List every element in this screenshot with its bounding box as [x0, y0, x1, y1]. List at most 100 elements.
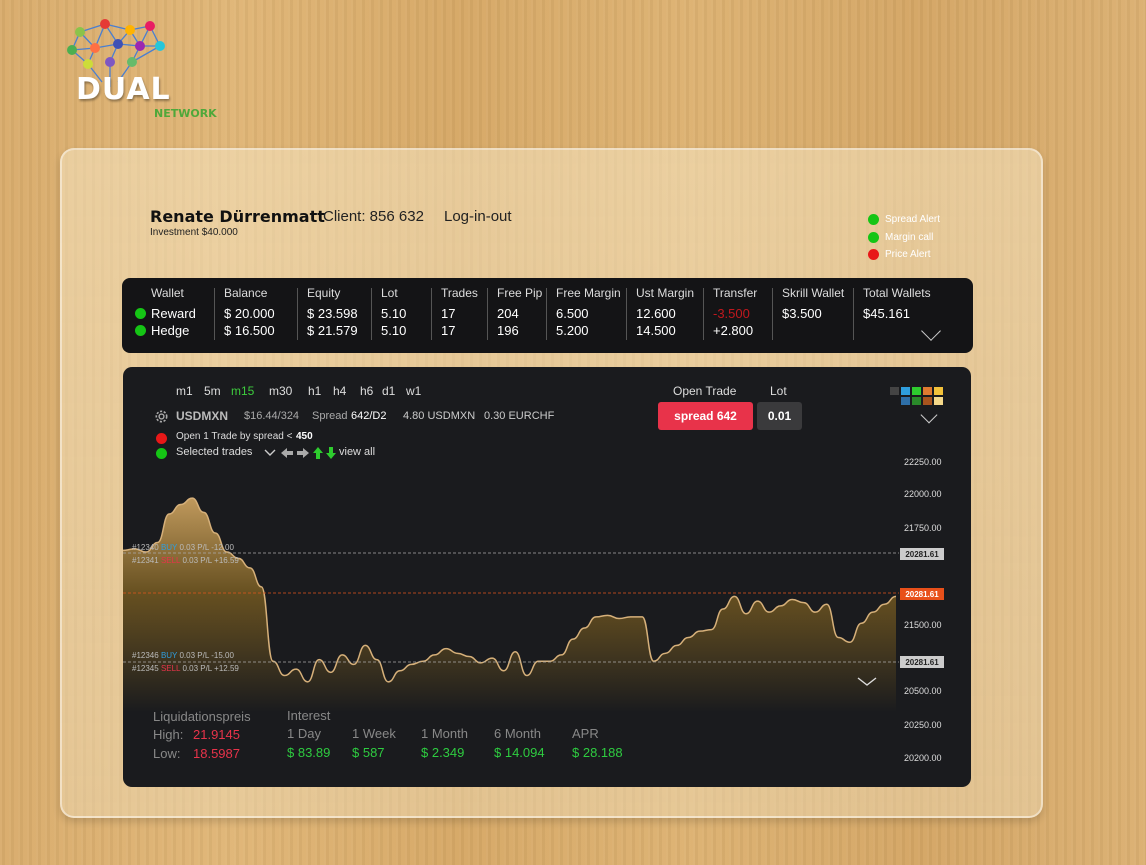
trade-label-12341[interactable]: #12341 SELL 0.03 P/L +16.59: [132, 556, 239, 565]
alert-spread[interactable]: Spread Alert: [868, 211, 940, 229]
period-label-apr: APR: [572, 726, 599, 741]
price-area: [123, 498, 896, 712]
column-divider: [772, 288, 773, 340]
price-line: [123, 497, 897, 683]
period-value-1-month: $ 2.349: [421, 745, 465, 760]
gear-icon[interactable]: [153, 408, 170, 425]
trade-rule-text: Open 1 Trade by spread <: [176, 431, 293, 442]
period-label-1-month: 1 Month: [421, 726, 468, 741]
chevron-down-icon[interactable]: [856, 676, 878, 688]
timeframe-h1[interactable]: h1: [308, 384, 322, 398]
reward-ust-margin: 12.600: [636, 306, 676, 321]
wallet-name-reward[interactable]: Reward: [151, 306, 196, 321]
alert-price[interactable]: Price Alert: [868, 246, 940, 264]
arrow-left-icon[interactable]: [281, 448, 293, 458]
column-divider: [546, 288, 547, 340]
hedge-ust-margin: 14.500: [636, 323, 676, 338]
arrow-down-icon[interactable]: [326, 447, 336, 459]
y-axis-tick: 21750.00: [904, 523, 942, 533]
period-value-apr: $ 28.188: [572, 745, 623, 760]
column-divider: [431, 288, 432, 340]
status-dot-icon: [156, 448, 167, 459]
lot-label: Lot: [770, 384, 787, 398]
header-free-margin: Free Margin: [556, 286, 621, 300]
y-axis-tick: 22250.00: [904, 457, 942, 467]
price-area-chart[interactable]: [123, 367, 971, 787]
price-tag-lower: 20281.61: [900, 656, 944, 668]
header-lot: Lot: [381, 286, 398, 300]
selected-trades-label[interactable]: Selected trades: [176, 446, 253, 458]
skrill-wallet-value: $3.500: [782, 306, 822, 321]
wallet-name-hedge[interactable]: Hedge: [151, 323, 190, 338]
symbol-name[interactable]: USDMXN: [176, 409, 229, 423]
arrow-up-icon[interactable]: [313, 447, 323, 459]
price-tag-upper: 20281.61: [900, 548, 944, 560]
trade-label-12346[interactable]: #12346 BUY 0.03 P/L -15.00: [132, 651, 234, 660]
reward-equity: $ 23.598: [307, 306, 358, 321]
y-axis-tick: 21500.00: [904, 620, 942, 630]
low-label: Low:: [153, 746, 181, 761]
header-equity: Equity: [307, 286, 341, 300]
alert-margin-call[interactable]: Margin call: [868, 229, 940, 247]
liquidation-label: Liquidationspreis: [153, 709, 251, 724]
trade-label-12345[interactable]: #12345 SELL 0.03 P/L +12.59: [132, 664, 239, 673]
column-divider: [626, 288, 627, 340]
reward-balance: $ 20.000: [224, 306, 275, 321]
timeframe-h4[interactable]: h4: [333, 384, 347, 398]
y-axis-tick: 22000.00: [904, 489, 942, 499]
header-trades: Trades: [441, 286, 478, 300]
column-divider: [297, 288, 298, 340]
alert-label: Price Alert: [885, 249, 931, 261]
header-balance: Balance: [224, 286, 268, 300]
arrow-right-icon[interactable]: [297, 448, 309, 458]
reward-free-margin: 6.500: [556, 306, 589, 321]
timeframe-m15[interactable]: m15: [231, 384, 255, 398]
dual-network-logo: DUAL NETWORK: [60, 12, 230, 124]
column-divider: [853, 288, 854, 340]
reward-free-pip: 204: [497, 306, 519, 321]
spread-label: Spread: [312, 410, 348, 422]
timeframe-m1[interactable]: m1: [176, 384, 193, 398]
timeframe-w1[interactable]: w1: [406, 384, 422, 398]
chevron-down-icon[interactable]: [264, 449, 276, 457]
hedge-lot: 5.10: [381, 323, 407, 338]
header-skrill-wallet: Skrill Wallet: [782, 286, 845, 300]
reward-lot: 5.10: [381, 306, 407, 321]
column-divider: [487, 288, 488, 340]
trade-rule-value: 450: [296, 431, 313, 442]
timeframe-h6[interactable]: h6: [360, 384, 374, 398]
interest-label: Interest: [287, 708, 331, 723]
wallet-status-dot-icon: [135, 308, 146, 319]
trade-label-12340[interactable]: #12340 BUY 0.03 P/L -12.00: [132, 543, 234, 552]
spread-value: 642/D2: [351, 410, 387, 422]
timeframe-m30[interactable]: m30: [269, 384, 293, 398]
status-dot-icon: [156, 433, 167, 444]
hedge-free-margin: 5.200: [556, 323, 589, 338]
column-divider: [214, 288, 215, 340]
header-total-wallets: Total Wallets: [863, 286, 931, 300]
trading-chart-panel: m1 5m m15 m30 h1 h4 h6 d1 w1 USDMXN $16.…: [123, 367, 971, 787]
low-value: 18.5987: [193, 746, 240, 761]
lot-value-button[interactable]: 0.01: [757, 402, 802, 430]
total-wallets-value: $45.161: [863, 306, 910, 321]
timeframe-d1[interactable]: d1: [382, 384, 396, 398]
login-logout-link[interactable]: Log-in-out: [444, 208, 512, 225]
symbol-price-info: $16.44/324: [244, 410, 300, 422]
alerts-list: Spread Alert Margin call Price Alert: [868, 211, 940, 264]
wallet-status-dot-icon: [135, 325, 146, 336]
spread-trade-button[interactable]: spread 642: [658, 402, 753, 430]
extra-pair-1: 4.80 USDMXN: [403, 410, 476, 422]
period-value-1-day: $ 83.89: [287, 745, 331, 760]
network-tree-icon: [67, 19, 165, 87]
y-axis-tick: 20250.00: [904, 720, 942, 730]
view-all-link[interactable]: view all: [339, 446, 376, 458]
timeframe-5m[interactable]: 5m: [204, 384, 221, 398]
chevron-down-icon[interactable]: [921, 321, 941, 341]
hedge-balance: $ 16.500: [224, 323, 275, 338]
y-axis-tick: 20500.00: [904, 686, 942, 696]
logo-subtitle: NETWORK: [154, 107, 217, 120]
y-axis-tick: 20200.00: [904, 753, 942, 763]
alert-label: Spread Alert: [885, 214, 941, 226]
period-label-1-week: 1 Week: [352, 726, 396, 741]
extra-pair-2: 0.30 EURCHF: [484, 410, 555, 422]
